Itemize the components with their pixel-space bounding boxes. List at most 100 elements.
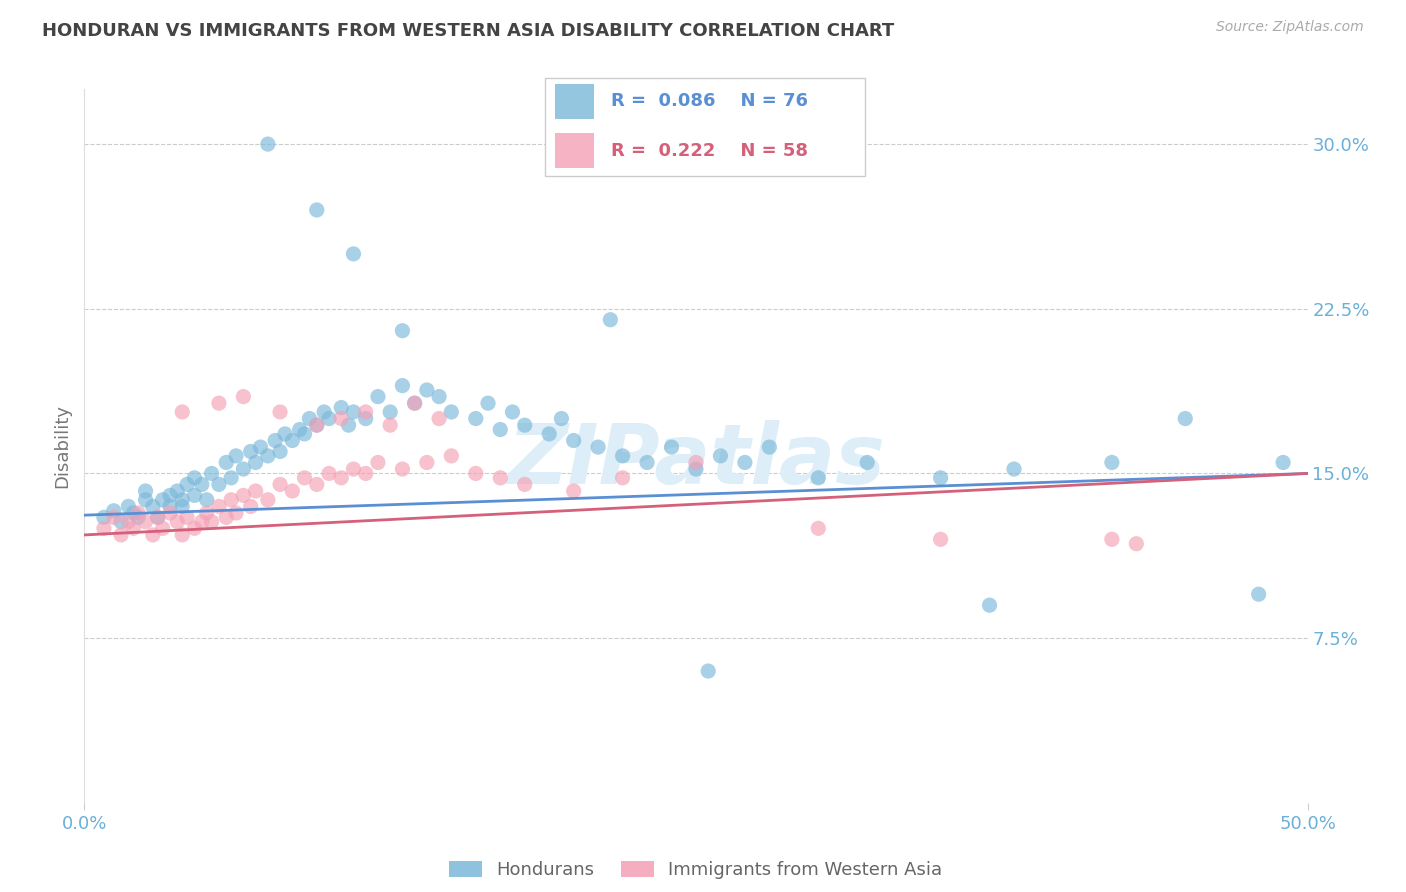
Point: [314, 405, 336, 419]
Point: [929, 533, 952, 547]
Point: [239, 444, 262, 458]
Point: [245, 483, 267, 498]
FancyBboxPatch shape: [554, 133, 595, 168]
Point: [380, 418, 402, 433]
Point: [856, 455, 879, 469]
Point: [1174, 411, 1197, 425]
Point: [562, 483, 585, 498]
Point: [200, 467, 222, 481]
Point: [416, 383, 439, 397]
Point: [269, 405, 291, 419]
Point: [191, 515, 214, 529]
Point: [200, 515, 222, 529]
Point: [122, 506, 145, 520]
Point: [195, 492, 218, 507]
Text: R =  0.222    N = 58: R = 0.222 N = 58: [610, 142, 807, 160]
Point: [464, 467, 486, 481]
Point: [264, 434, 287, 448]
Point: [146, 510, 169, 524]
Point: [427, 411, 450, 425]
Point: [274, 426, 297, 441]
Point: [232, 488, 254, 502]
Point: [172, 500, 194, 514]
Point: [176, 477, 198, 491]
Point: [172, 528, 194, 542]
Point: [172, 492, 194, 507]
Point: [337, 418, 360, 433]
Point: [1101, 533, 1123, 547]
Point: [709, 449, 731, 463]
Point: [135, 492, 157, 507]
Point: [127, 510, 149, 524]
Point: [305, 418, 328, 433]
Point: [232, 462, 254, 476]
Point: [513, 418, 536, 433]
Point: [269, 477, 291, 491]
Point: [391, 324, 413, 338]
Point: [294, 471, 316, 485]
Point: [342, 462, 364, 476]
Point: [269, 444, 291, 458]
Point: [127, 506, 149, 520]
Point: [257, 449, 280, 463]
Point: [391, 462, 413, 476]
Point: [1002, 462, 1025, 476]
Point: [146, 510, 169, 524]
Point: [239, 500, 262, 514]
Point: [93, 510, 115, 524]
Point: [215, 510, 238, 524]
Point: [183, 471, 205, 485]
Point: [152, 492, 174, 507]
Point: [354, 411, 377, 425]
Point: [427, 390, 450, 404]
Point: [502, 405, 524, 419]
Point: [599, 312, 621, 326]
Point: [612, 449, 634, 463]
Point: [477, 396, 499, 410]
Point: [697, 664, 720, 678]
Point: [380, 405, 402, 419]
Point: [440, 449, 463, 463]
Point: [489, 471, 512, 485]
Point: [1247, 587, 1270, 601]
Point: [354, 405, 377, 419]
Point: [103, 504, 125, 518]
Point: [245, 455, 267, 469]
Point: [122, 521, 145, 535]
Point: [208, 396, 231, 410]
Point: [215, 455, 238, 469]
Point: [166, 483, 188, 498]
Point: [440, 405, 463, 419]
Point: [404, 396, 426, 410]
Text: ZIPatlas: ZIPatlas: [508, 420, 884, 500]
Point: [117, 500, 139, 514]
Text: Source: ZipAtlas.com: Source: ZipAtlas.com: [1216, 20, 1364, 34]
Point: [367, 455, 389, 469]
Point: [159, 488, 181, 502]
Point: [191, 477, 214, 491]
Y-axis label: Disability: Disability: [53, 404, 72, 488]
Point: [330, 411, 353, 425]
Legend: Hondurans, Immigrants from Western Asia: Hondurans, Immigrants from Western Asia: [443, 854, 949, 887]
Point: [758, 440, 780, 454]
Text: R =  0.086    N = 76: R = 0.086 N = 76: [610, 93, 807, 111]
Point: [183, 521, 205, 535]
Point: [342, 405, 364, 419]
Point: [305, 477, 328, 491]
Point: [135, 515, 157, 529]
Point: [391, 378, 413, 392]
Point: [330, 471, 353, 485]
Point: [1101, 455, 1123, 469]
Point: [734, 455, 756, 469]
Point: [979, 598, 1001, 612]
Point: [318, 411, 340, 425]
Point: [183, 488, 205, 502]
Point: [232, 390, 254, 404]
Point: [208, 477, 231, 491]
Point: [208, 500, 231, 514]
Point: [416, 455, 439, 469]
Point: [288, 423, 311, 437]
Point: [513, 477, 536, 491]
FancyBboxPatch shape: [554, 84, 595, 119]
Point: [219, 471, 242, 485]
